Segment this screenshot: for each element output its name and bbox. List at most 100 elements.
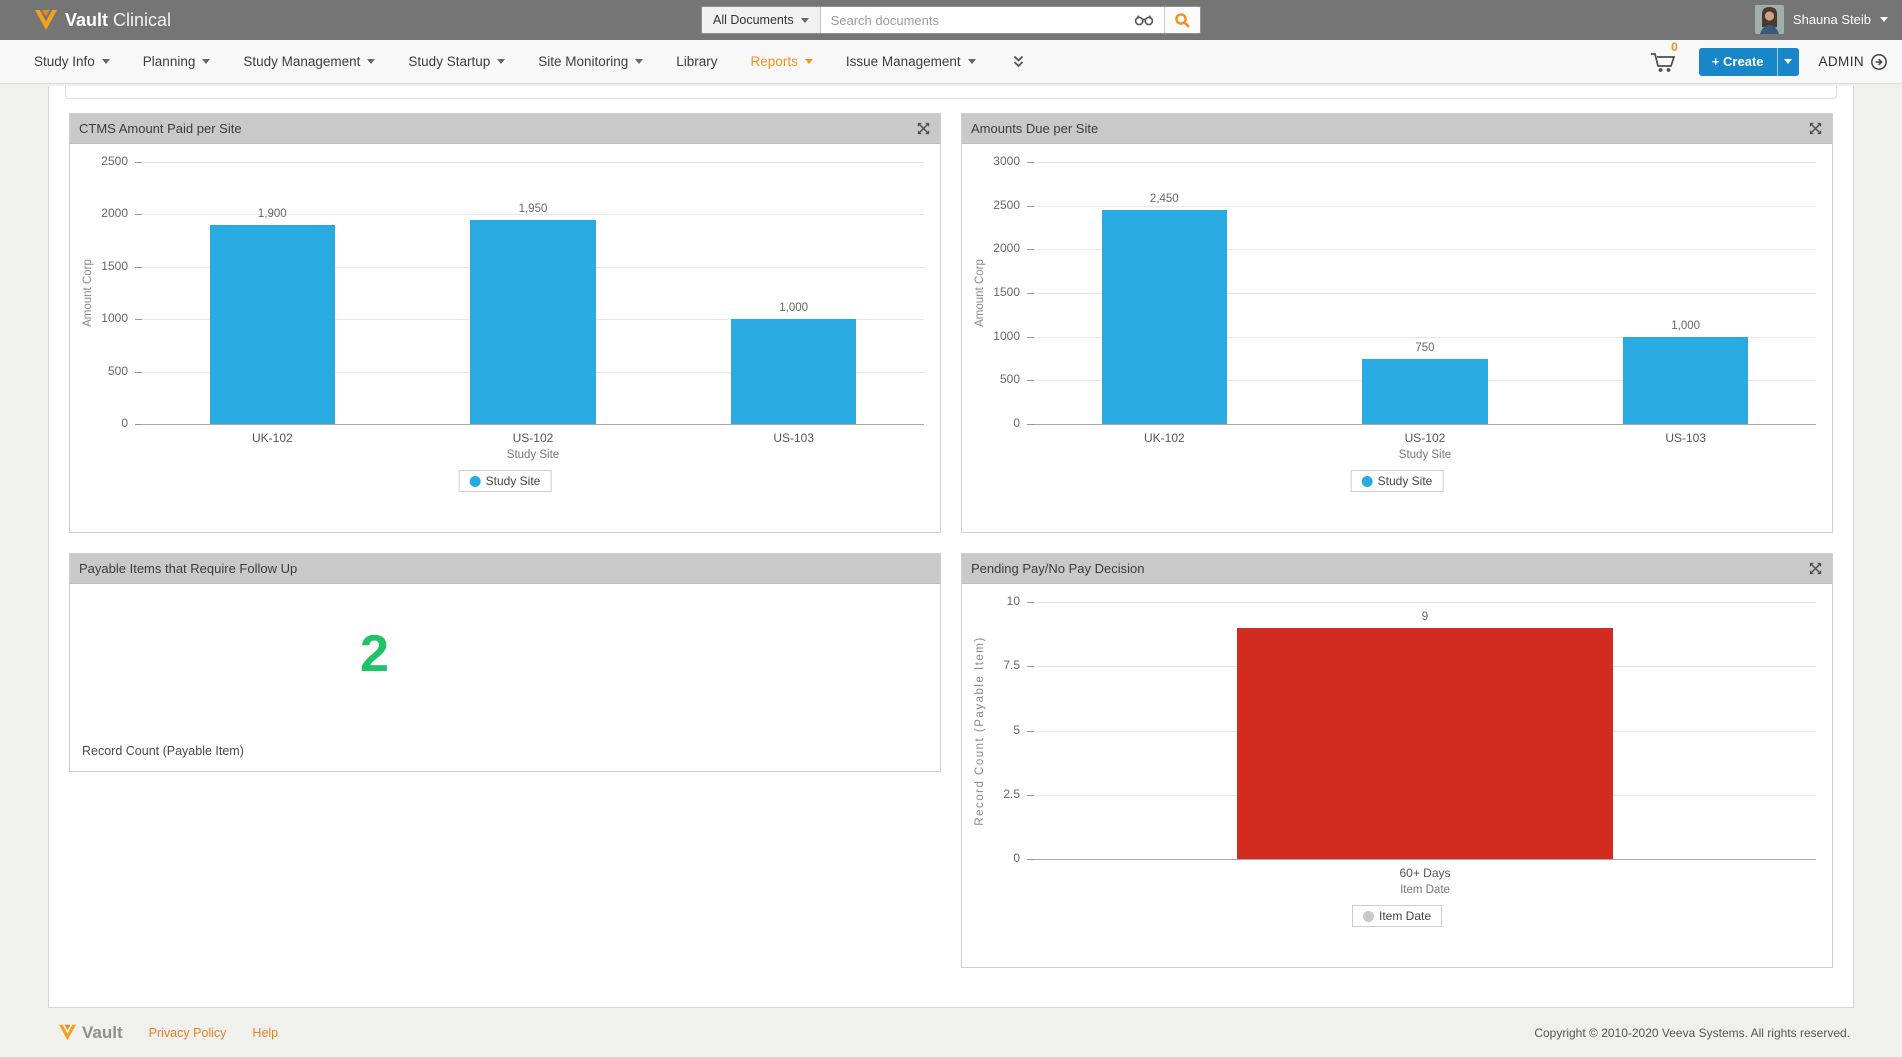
help-link[interactable]: Help [252, 1025, 279, 1040]
bar-60+ Days[interactable] [1237, 627, 1613, 859]
axis-tick [1027, 336, 1034, 338]
gridline [142, 214, 924, 216]
y-tick-label: 1500 [101, 258, 128, 273]
gridline [142, 424, 924, 425]
axis-tick [1027, 293, 1034, 294]
legend-item[interactable]: Item Date [1362, 909, 1432, 923]
search-input[interactable] [820, 12, 1133, 28]
legend-dot-icon [1361, 475, 1373, 487]
panel-title: Payable Items that Require Follow Up [79, 561, 298, 576]
axis-tick [135, 371, 142, 373]
nav-item-study-startup[interactable]: Study Startup [408, 54, 506, 69]
x-category-label: US-103 [773, 431, 814, 445]
bar-UK-102[interactable] [1101, 210, 1227, 424]
legend[interactable]: Item Date [1351, 905, 1443, 927]
circle-arrow-icon [1871, 53, 1887, 70]
avatar [1754, 5, 1784, 34]
y-tick-label: 1500 [993, 285, 1020, 299]
x-axis-title: Study Site [1398, 449, 1452, 461]
x-category-label: UK-102 [251, 431, 293, 445]
bar-US-102[interactable] [1362, 358, 1488, 424]
x-axis-title: Item Date [1400, 884, 1450, 896]
panel-title: Amounts Due per Site [971, 121, 1099, 136]
legend-label: Study Site [485, 474, 541, 488]
axis-tick [135, 266, 142, 268]
gridline [1034, 205, 1816, 207]
x-category-label: US-102 [512, 431, 554, 445]
expand-icon[interactable] [1808, 561, 1823, 576]
search-scope-label: All Documents [713, 13, 794, 27]
expand-icon[interactable] [1808, 121, 1823, 136]
legend-dot-icon [1362, 910, 1374, 922]
gridline [1034, 249, 1816, 251]
axis-tick [1027, 380, 1034, 382]
nav-item-study-info[interactable]: Study Info [34, 54, 110, 69]
y-tick-label: 3000 [993, 154, 1020, 168]
search-button[interactable] [1164, 7, 1200, 33]
chevron-down-icon [800, 17, 809, 23]
panel-pending-pay-no-pay: Pending Pay/No Pay Decision 0 2.5 5 7.5 10 Re… [961, 553, 1833, 968]
bar-US-103[interactable] [731, 319, 857, 424]
user-menu[interactable]: Shauna Steib [1754, 5, 1888, 34]
y-tick-label: 0 [121, 416, 128, 430]
footer-brand-name: Vault [82, 1022, 123, 1042]
nav-right-controls: 0 + Create ADMIN [1647, 40, 1889, 79]
cart-count-badge: 0 [1671, 40, 1678, 54]
y-tick-label: 1000 [993, 328, 1020, 343]
gridline [142, 162, 924, 163]
axis-tick [135, 214, 142, 216]
cart-button[interactable]: 0 [1647, 40, 1679, 79]
nav-item-reports[interactable]: Reports [751, 54, 813, 69]
x-category-label: 60+ Days [1399, 866, 1451, 880]
chevron-down-icon [1880, 17, 1888, 22]
bar-UK-102[interactable] [209, 224, 335, 424]
chevron-down-icon [967, 59, 976, 64]
y-tick-label: 500 [999, 372, 1020, 387]
x-axis-title: Study Site [506, 449, 560, 461]
cart-icon [1650, 53, 1676, 72]
axis-tick [135, 319, 142, 321]
create-dropdown-button[interactable] [1776, 47, 1799, 76]
binoculars-icon[interactable] [1133, 13, 1155, 27]
bar-chart-pending-pay: 0 2.5 5 7.5 10 Record Count (Payable Item) 9 60… [962, 584, 1832, 967]
app-title: Vault Clinical [65, 9, 172, 30]
panel-amounts-due-per-site: Amounts Due per Site 0 500 1000 1500 2000 250… [961, 113, 1833, 533]
bar-US-102[interactable] [470, 219, 596, 424]
bar-chart-amounts-due: 0 500 1000 1500 2000 2500 3000 Amount Corp 2,450… [962, 144, 1832, 532]
bar-chart-ctms-amount-paid: 0 500 1000 1500 2000 2500 Amount Corp 1,900 UK-1… [70, 144, 940, 532]
metric-value[interactable]: 2 [360, 625, 389, 683]
axis-tick [1027, 424, 1034, 425]
axis-tick [1027, 249, 1034, 251]
nav-item-library[interactable]: Library [676, 54, 718, 69]
more-menus-button[interactable] [1011, 54, 1026, 69]
legend-item[interactable]: Study Site [469, 474, 541, 488]
y-tick-label: 2000 [101, 206, 128, 221]
create-button[interactable]: + Create [1698, 47, 1777, 76]
legend[interactable]: Study Site [458, 470, 552, 492]
expand-icon[interactable] [916, 121, 931, 136]
legend[interactable]: Study Site [1350, 470, 1444, 492]
y-tick-label: 2500 [101, 154, 128, 168]
legend-label: Item Date [1378, 909, 1432, 923]
panel-ctms-amount-paid-per-site: CTMS Amount Paid per Site 0 500 1000 1500 20… [69, 113, 941, 533]
panel-header: Pending Pay/No Pay Decision [962, 554, 1832, 584]
nav-item-site-monitoring[interactable]: Site Monitoring [538, 54, 644, 69]
search-field-wrap [820, 7, 1164, 33]
panel-header: CTMS Amount Paid per Site [70, 114, 940, 144]
y-tick-label: 500 [107, 363, 128, 378]
chevron-down-icon [202, 59, 211, 64]
panel-header: Payable Items that Require Follow Up [70, 554, 940, 584]
nav-item-study-management[interactable]: Study Management [243, 54, 376, 69]
bar-US-103[interactable] [1623, 336, 1749, 424]
privacy-policy-link[interactable]: Privacy Policy [148, 1025, 227, 1040]
search-scope-dropdown[interactable]: All Documents [702, 7, 821, 33]
legend-item[interactable]: Study Site [1361, 474, 1432, 488]
footer-logo: Vault [58, 1023, 123, 1043]
dashboard-page: CTMS Amount Paid per Site 0 500 1000 1500 20… [0, 86, 1902, 1057]
nav-item-planning[interactable]: Planning [143, 54, 211, 69]
panel-title: CTMS Amount Paid per Site [79, 121, 242, 136]
create-split-button: + Create [1698, 47, 1799, 76]
x-category-label: US-102 [1404, 431, 1446, 445]
admin-link[interactable]: ADMIN [1819, 53, 1889, 71]
nav-item-issue-management[interactable]: Issue Management [846, 54, 976, 69]
